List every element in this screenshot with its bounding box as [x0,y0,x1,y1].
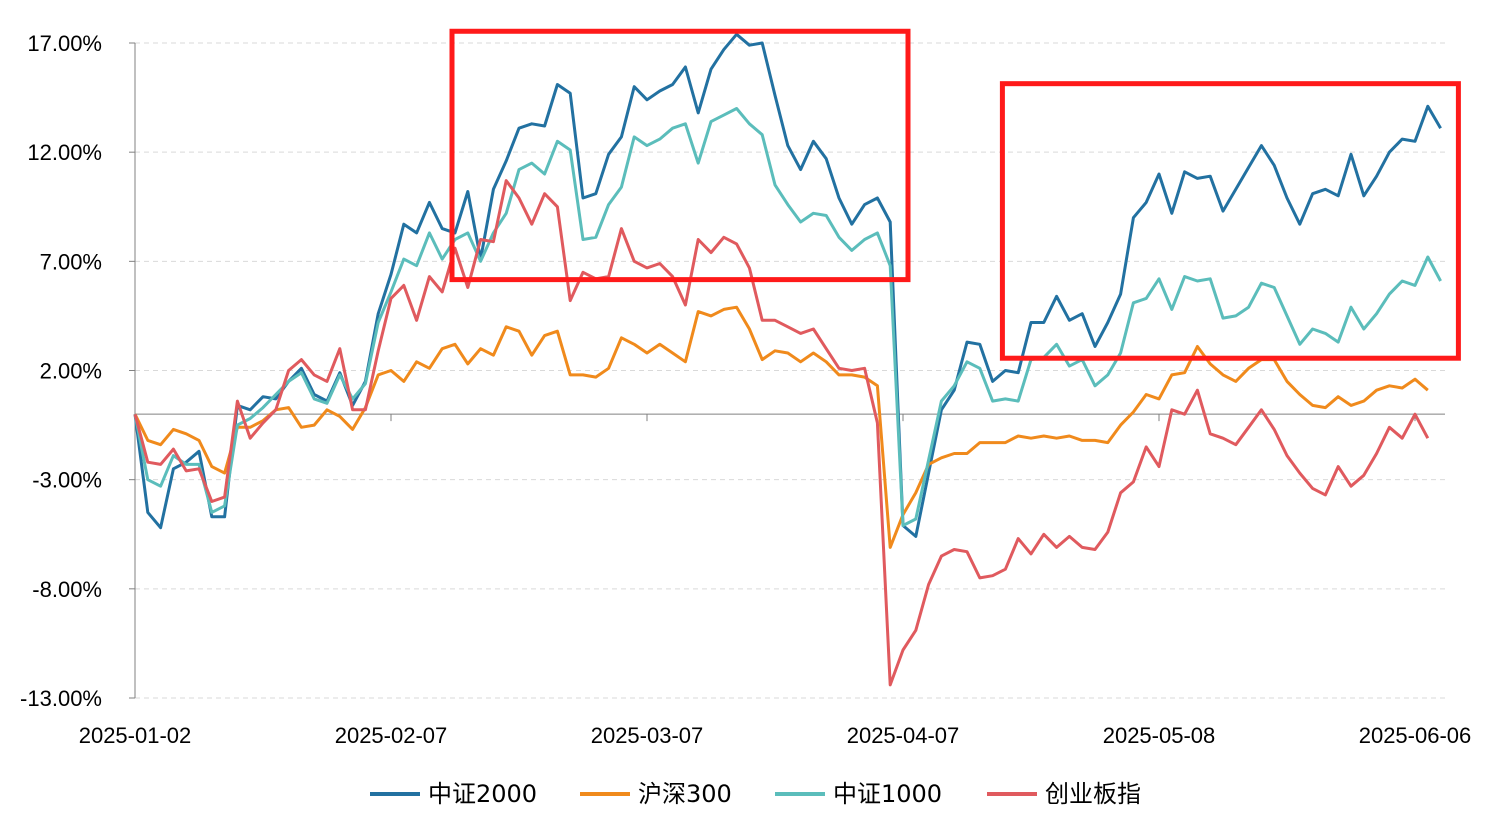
legend-label: 中证2000 [428,780,537,808]
x-axis: 2025-01-02 2025-02-07 2025-03-07 2025-04-07… [79,413,1472,748]
series-line [133,179,1430,687]
x-tick-label: 2025-05-08 [1103,723,1216,748]
y-axis: 17.00% 12.00% 7.00% 2.00% -3.00% -8.00% -13.00… [20,31,136,711]
legend-label: 中证1000 [833,780,942,808]
y-tick-label: 7.00% [40,249,102,274]
series-lines [133,32,1442,687]
legend-label: 沪深300 [638,780,732,808]
y-tick-label: -3.00% [32,468,102,493]
y-tick-label: -8.00% [32,577,102,602]
y-tick-label: 2.00% [40,359,102,384]
y-tick-label: 17.00% [27,31,102,56]
highlight-box [449,28,911,283]
legend: 中证2000 沪深300 中证1000 创业板指 [370,780,1141,808]
x-tick-label: 2025-04-07 [847,723,960,748]
series-line [133,107,1442,527]
x-tick-label: 2025-06-06 [1359,723,1472,748]
y-tick-label: 12.00% [27,140,102,165]
x-tick-label: 2025-01-02 [79,723,192,748]
x-tick-label: 2025-03-07 [591,723,704,748]
series-line [133,32,1442,538]
highlight-boxes [449,28,1461,361]
gridlines [135,42,1445,699]
x-tick-label: 2025-02-07 [335,723,448,748]
legend-label: 创业板指 [1045,780,1141,808]
highlight-box [999,81,1461,361]
y-tick-label: -13.00% [20,686,102,711]
series-line [133,305,1429,549]
